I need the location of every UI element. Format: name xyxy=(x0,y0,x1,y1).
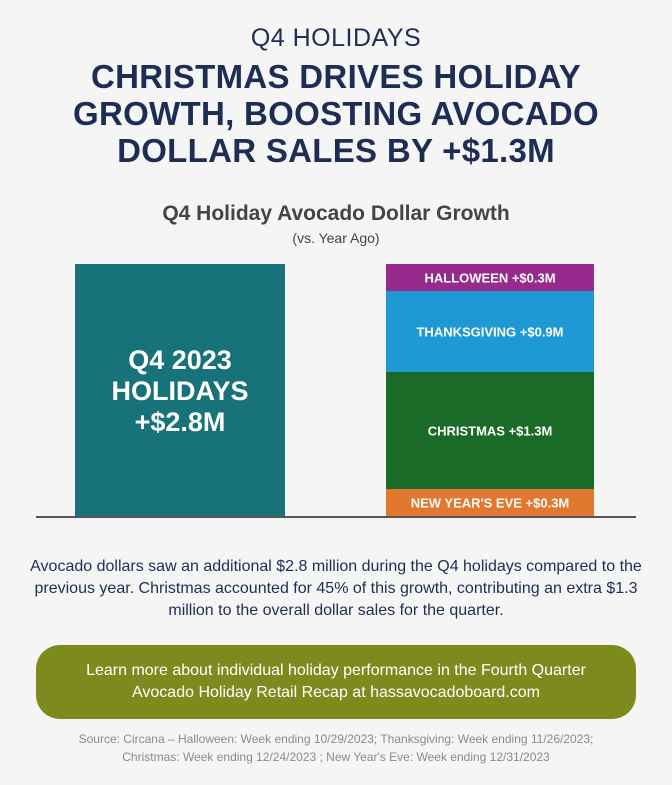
headline-line: CHRISTMAS DRIVES HOLIDAY xyxy=(90,58,582,95)
bar-segment-label: NEW YEAR'S EVE +$0.3M xyxy=(411,496,570,511)
bar-total-label: Q4 2023 xyxy=(128,345,232,375)
kicker: Q4 HOLIDAYS xyxy=(250,24,422,52)
headline: CHRISTMAS DRIVES HOLIDAY GROWTH, BOOSTIN… xyxy=(40,58,632,169)
learn-more-button[interactable]: Learn more about individual holiday perf… xyxy=(36,645,636,719)
bar-total xyxy=(75,264,285,516)
bar-segment xyxy=(386,372,594,489)
bar-segment xyxy=(386,291,594,372)
bar-segment-label: HALLOWEEN +$0.3M xyxy=(424,271,555,286)
bar-total-label: +$2.8M xyxy=(135,407,226,437)
bar-segment xyxy=(386,489,594,516)
body-text: Avocado dollars saw an additional $2.8 m… xyxy=(30,558,642,619)
cta-line: Learn more about individual holiday perf… xyxy=(86,662,586,679)
chart-title: Q4 Holiday Avocado Dollar Growth xyxy=(162,202,510,225)
bar-total-label: HOLIDAYS xyxy=(111,376,248,406)
bar-segment-label: THANKSGIVING +$0.9M xyxy=(416,325,563,340)
headline-line: GROWTH, BOOSTING AVOCADO xyxy=(72,95,599,132)
source-note: Source: Circana – Halloween: Week ending… xyxy=(20,730,652,766)
headline-line: DOLLAR SALES BY +$1.3M xyxy=(117,132,555,169)
chart-subtitle: (vs. Year Ago) xyxy=(292,230,380,246)
source-line: Christmas: Week ending 12/24/2023 ; New … xyxy=(122,750,550,764)
source-line: Source: Circana – Halloween: Week ending… xyxy=(78,732,594,746)
bar-segment xyxy=(386,264,594,291)
cta-line: Avocado Holiday Retail Recap at hassavoc… xyxy=(132,684,540,701)
bar-segment-label: CHRISTMAS +$1.3M xyxy=(428,424,553,439)
